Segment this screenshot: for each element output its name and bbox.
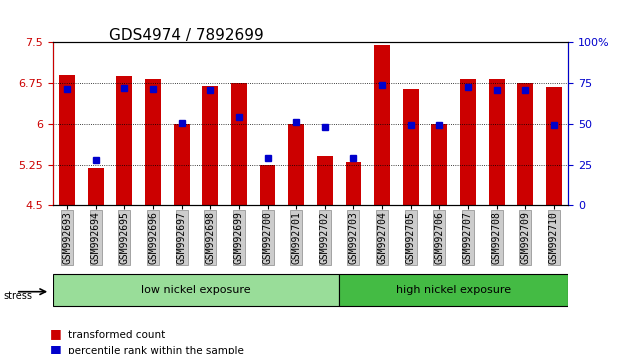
Text: GDS4974 / 7892699: GDS4974 / 7892699 bbox=[109, 28, 264, 43]
Bar bbox=[345, 162, 361, 205]
Text: ■: ■ bbox=[50, 343, 61, 354]
Bar bbox=[88, 169, 104, 205]
Text: high nickel exposure: high nickel exposure bbox=[396, 285, 511, 295]
Bar bbox=[317, 156, 333, 205]
FancyBboxPatch shape bbox=[53, 274, 339, 306]
Bar bbox=[489, 79, 504, 205]
Bar bbox=[374, 45, 390, 205]
Bar bbox=[231, 83, 247, 205]
Bar bbox=[403, 88, 419, 205]
Bar bbox=[174, 124, 189, 205]
FancyBboxPatch shape bbox=[339, 274, 568, 306]
Bar bbox=[260, 165, 276, 205]
Text: transformed count: transformed count bbox=[68, 330, 166, 340]
Bar bbox=[546, 87, 562, 205]
Bar bbox=[145, 79, 161, 205]
Bar bbox=[117, 76, 132, 205]
Text: percentile rank within the sample: percentile rank within the sample bbox=[68, 346, 244, 354]
Text: low nickel exposure: low nickel exposure bbox=[141, 285, 251, 295]
Bar bbox=[202, 86, 218, 205]
Text: stress: stress bbox=[3, 291, 32, 301]
Bar bbox=[460, 79, 476, 205]
Bar bbox=[517, 83, 533, 205]
Bar bbox=[432, 124, 447, 205]
Bar bbox=[59, 75, 75, 205]
Bar bbox=[288, 124, 304, 205]
Text: ■: ■ bbox=[50, 327, 61, 340]
